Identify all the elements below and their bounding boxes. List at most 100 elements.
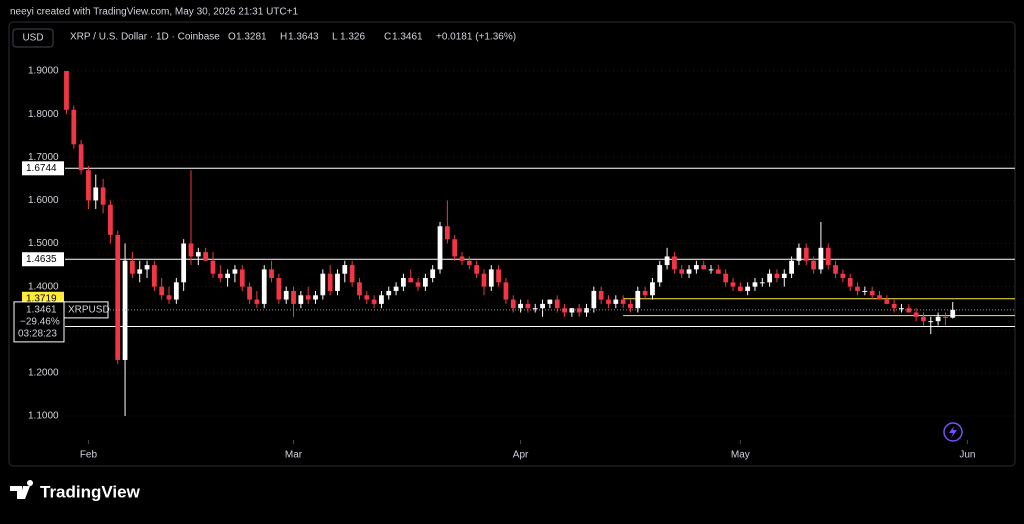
brand-logo	[10, 479, 34, 499]
candle-body	[357, 282, 362, 296]
candle-body	[518, 303, 523, 309]
candle-body	[188, 243, 194, 257]
candle-body	[408, 278, 414, 283]
candle-body	[64, 70, 69, 110]
sparkle-icon[interactable]	[943, 422, 963, 442]
candle-body	[173, 282, 179, 300]
candle-body	[386, 290, 392, 296]
candle-body	[833, 265, 838, 274]
candle-body	[422, 278, 428, 287]
candle-body	[232, 269, 238, 274]
brand-text: TradingView	[40, 482, 141, 501]
x-tick-label: Apr	[513, 450, 529, 461]
legend-key: H	[280, 32, 287, 43]
candle-body	[525, 303, 531, 309]
candle-body	[474, 265, 480, 274]
level-label: 1.6744	[26, 163, 57, 174]
candle-body	[276, 278, 282, 300]
level-label: 1.4635	[26, 254, 57, 265]
candle-body	[239, 269, 245, 287]
candle-body	[708, 269, 714, 271]
currency[interactable]: USD	[22, 33, 43, 44]
level-tag	[22, 161, 64, 176]
candle-body	[847, 278, 853, 287]
candle-body	[635, 290, 641, 309]
x-tick-label: Jun	[959, 450, 975, 461]
candle-body	[840, 273, 846, 279]
candle-body	[620, 299, 626, 304]
candle-body	[891, 303, 897, 309]
candle-body	[379, 295, 384, 304]
legend-value: 1.3643	[288, 32, 319, 43]
candle-body	[364, 295, 370, 300]
candle-body	[554, 299, 560, 309]
candle-body	[532, 308, 538, 310]
candle-body	[217, 273, 223, 279]
candle-body	[335, 273, 340, 291]
candle-body	[86, 170, 91, 201]
x-tick-label: May	[731, 450, 750, 461]
candle-body	[349, 265, 355, 283]
level-label: 1.3719	[26, 293, 57, 304]
candle-body	[342, 265, 348, 274]
candle-body	[415, 282, 421, 287]
candle-body	[181, 243, 187, 283]
plot: 1.90001.80001.70001.60001.50001.40001.30…	[13, 66, 1015, 461]
candle-body	[921, 316, 926, 322]
candle-body	[115, 234, 121, 360]
x-tick-label: Mar	[285, 450, 303, 461]
candle-body	[466, 260, 472, 266]
x-tick-label: Feb	[80, 450, 98, 461]
candle-body	[313, 295, 318, 300]
candle-body	[71, 109, 77, 145]
candle-body	[606, 299, 611, 304]
candle-body	[210, 260, 216, 274]
chart-frame	[8, 21, 1016, 467]
candle-body	[899, 308, 904, 310]
candle-body	[752, 282, 758, 287]
legend-key: O	[228, 32, 236, 43]
candle-body	[935, 316, 941, 322]
candle-body	[496, 269, 501, 283]
candle-body	[540, 303, 545, 309]
candle-body	[767, 273, 773, 283]
candle-body	[591, 290, 597, 309]
candle-body	[759, 282, 765, 284]
candle-body	[686, 269, 692, 274]
currency-button[interactable]	[12, 28, 54, 48]
candle-body	[481, 273, 487, 287]
candle-body	[203, 252, 209, 261]
candle-body	[569, 308, 575, 313]
candle-body	[679, 269, 685, 274]
candle-body	[628, 303, 633, 309]
candle-body	[371, 299, 377, 304]
candle-body	[488, 269, 494, 287]
legend-value: 1.3461	[392, 32, 423, 43]
symbol: XRPUSD	[68, 305, 110, 316]
candle-body	[613, 299, 619, 304]
legend-key: L	[332, 32, 338, 43]
candle-body	[715, 269, 721, 274]
candle-body	[159, 286, 165, 296]
candle-body	[166, 295, 172, 300]
ohlc-legend: O 1.3281 H 1.3643 L 1.326 C 1.3461 +0.0181 (+1.3…	[228, 32, 516, 43]
last-price-tag	[13, 301, 65, 343]
candle-body	[693, 265, 699, 270]
candle-body	[811, 260, 816, 270]
candle-body	[584, 308, 589, 313]
legend-value: 1.3281	[236, 32, 267, 43]
candle-body	[869, 290, 875, 296]
symbol-tag	[63, 301, 109, 319]
candle-body	[225, 273, 230, 279]
candle-body	[781, 273, 787, 279]
candle-body	[320, 273, 326, 296]
candle-body	[503, 282, 509, 300]
candle-body	[452, 239, 458, 257]
candle-body	[943, 316, 948, 318]
candle-body	[247, 286, 252, 300]
candle-body	[430, 269, 436, 279]
candle-body	[884, 299, 890, 304]
candle-body	[510, 299, 516, 309]
candle-body	[818, 247, 824, 270]
